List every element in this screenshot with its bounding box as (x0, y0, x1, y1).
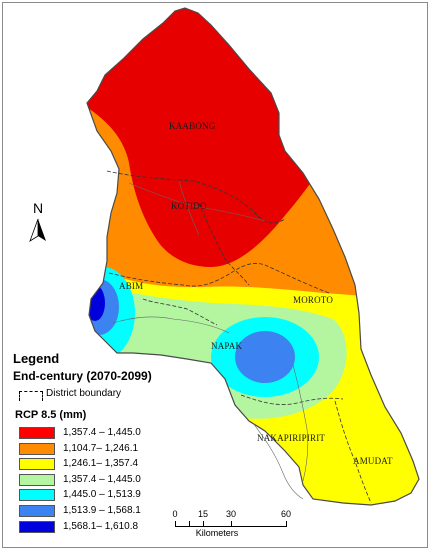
legend-class-label: 1,357.4 – 1,445.0 (63, 473, 141, 485)
legend-swatch (19, 427, 55, 439)
district-boundary-symbol (19, 391, 43, 401)
scale-tick (203, 521, 204, 527)
legend-swatch (19, 458, 55, 471)
scale-tick (286, 521, 287, 527)
north-arrow: N (29, 200, 46, 242)
legend-class-row: 1,513.9 – 1,568.1 (19, 504, 219, 518)
north-arrow-left-half (29, 218, 39, 242)
district-boundary-label: District boundary (46, 388, 122, 399)
scale-tick-label: 30 (225, 509, 237, 519)
legend-class-row: 1,246.1– 1,357.4 (19, 457, 219, 471)
legend-boundary-row: District boundary (19, 388, 209, 402)
zone-1568-1611-abim (87, 285, 105, 321)
district-boundaries (106, 170, 372, 504)
district-labels: KAABONG KOTIDO ABIM MOROTO NAPAK NAKAPIR… (119, 121, 393, 466)
scale-tick-label: 60 (280, 509, 292, 519)
scale-tick-label: 0 (172, 509, 178, 519)
region-outline (86, 7, 420, 506)
north-arrow-label: N (33, 200, 43, 216)
legend-variable-title: RCP 8.5 (mm) (15, 409, 87, 421)
boundary-kaabong-kotido (106, 170, 286, 224)
legend-swatch (19, 442, 55, 455)
legend-class-label: 1,246.1– 1,357.4 (63, 458, 139, 470)
label-abim: ABIM (119, 281, 143, 291)
scale-unit: Kilometers (195, 528, 239, 538)
boundary-kotido-south (108, 263, 330, 294)
boundary-napak-nakapiripirit (240, 394, 344, 405)
map-frame: KAABONG KOTIDO ABIM MOROTO NAPAK NAKAPIR… (2, 2, 428, 548)
boundary-nakapiripirit-amudat (334, 400, 372, 504)
label-kotido: KOTIDO (171, 201, 207, 211)
legend-class-row: 1,568.1– 1,610.8 (19, 520, 219, 534)
legend-period: End-century (2070-2099) (13, 369, 152, 383)
legend-class-label: 1,357.4 – 1,445.0 (63, 427, 141, 438)
label-napak: NAPAK (211, 341, 242, 351)
legend-class-row: 1,104.7– 1,246.1 (19, 442, 219, 456)
boundary-abim-napak (142, 298, 218, 326)
scale-tick (175, 521, 176, 527)
legend-title: Legend (13, 351, 60, 366)
north-arrow-right-half (38, 219, 46, 241)
zone-1514-1568-napak (235, 331, 295, 383)
legend-classes: 1,357.4 – 1,445.0 1,104.7– 1,246.1 1,246… (19, 426, 219, 535)
legend-swatch (19, 489, 55, 502)
boundary-kotido-moroto (198, 202, 250, 286)
legend-swatch (19, 520, 55, 533)
scale-tick (231, 521, 232, 527)
scale-line (175, 523, 286, 527)
label-nakapiripirit: NAKAPIRIPIRIT (257, 433, 325, 443)
rainfall-map: KAABONG KOTIDO ABIM MOROTO NAPAK NAKAPIR… (29, 7, 420, 506)
legend-class-row: 1,357.4 – 1,445.0 (19, 473, 219, 487)
legend-class-label: 1,513.9 – 1,568.1 (63, 504, 141, 516)
legend-class-label: 1,568.1– 1,610.8 (63, 520, 139, 532)
scale-tick (189, 521, 190, 527)
label-moroto: MOROTO (293, 295, 333, 305)
legend-class-label: 1,445.0 – 1,513.9 (63, 489, 141, 501)
scale-tick-label: 15 (197, 509, 209, 519)
legend-class-row: 1,357.4 – 1,445.0 (19, 426, 219, 440)
legend-class-label: 1,104.7– 1,246.1 (63, 442, 139, 454)
label-amudat: AMUDAT (353, 456, 393, 466)
roads (112, 180, 309, 500)
legend-swatch (19, 473, 55, 486)
legend-class-row: 1,445.0 – 1,513.9 (19, 488, 219, 502)
legend-swatch (19, 504, 55, 517)
label-kaabong: KAABONG (169, 121, 216, 131)
scale-bar: 0 15 30 60 Kilometers (167, 509, 297, 545)
